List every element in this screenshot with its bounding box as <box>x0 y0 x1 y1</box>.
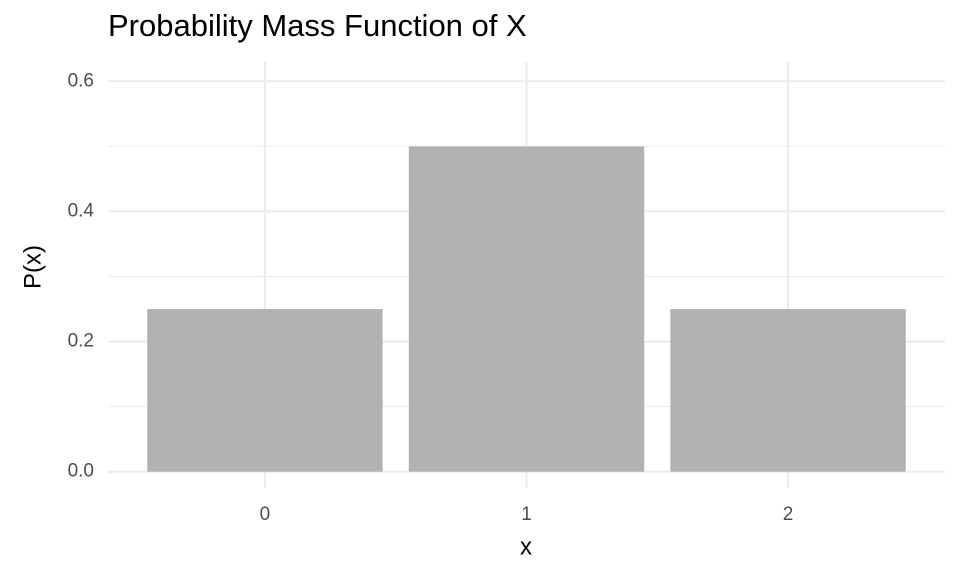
x-tick-label: 2 <box>783 504 794 525</box>
bar <box>670 309 906 472</box>
chart-title: Probability Mass Function of X <box>108 8 527 43</box>
bar <box>147 309 383 472</box>
y-tick-label: 0.0 <box>68 461 94 482</box>
x-tick-label: 1 <box>521 504 532 525</box>
y-tick-label: 0.4 <box>68 200 95 221</box>
bar <box>408 146 645 472</box>
y-tick-label: 0.2 <box>68 331 94 352</box>
x-axis-label: x <box>520 533 532 560</box>
y-axis-label: P(x) <box>19 245 46 289</box>
x-tick-label: 0 <box>260 504 271 525</box>
y-tick-label: 0.6 <box>68 70 94 91</box>
